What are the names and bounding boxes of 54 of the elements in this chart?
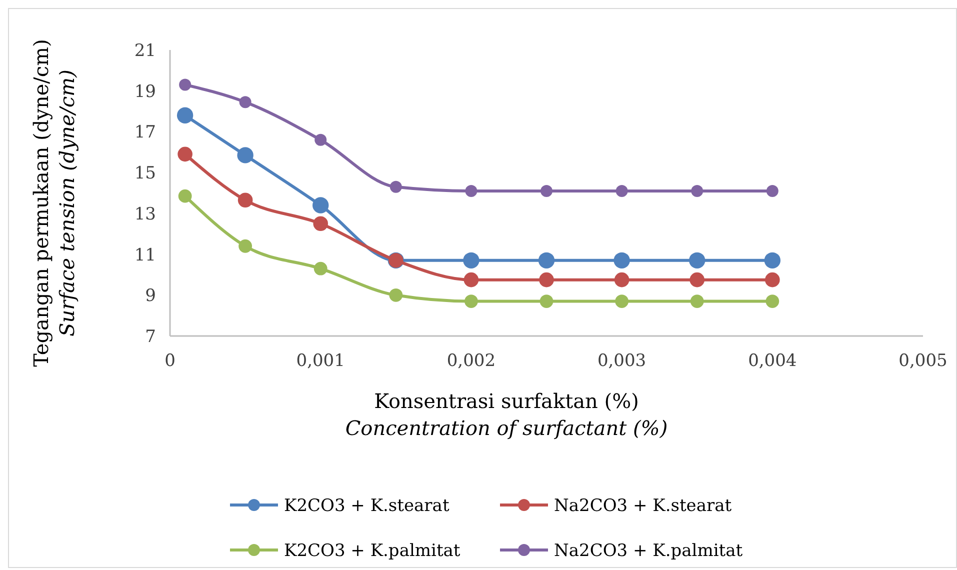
point [463, 252, 480, 269]
x-tick-label: 0,003 [597, 351, 646, 371]
y-tick-label: 11 [134, 245, 156, 266]
point [238, 192, 253, 208]
point [764, 252, 780, 269]
point [540, 294, 554, 308]
y-axis-title: Tegangan permukaan (dyne/cm) Surface tension (dyne/cm) [29, 39, 79, 367]
point [179, 78, 192, 91]
legend-label: Na2CO3 + K.stearat [554, 496, 732, 516]
x-tick-label: 0,005 [898, 351, 948, 371]
x-axis-title: Konsentrasi surfaktan (%) Concentration of surfactant (%) [345, 389, 668, 440]
point [389, 288, 403, 302]
point [690, 272, 704, 288]
point [765, 272, 780, 288]
y-tick-label: 7 [145, 327, 156, 347]
x-tick-label: 0 [164, 351, 176, 371]
point [176, 107, 194, 124]
y-tick-label: 21 [134, 41, 156, 61]
point [690, 294, 704, 308]
point [614, 272, 630, 288]
point [766, 184, 778, 197]
y-tick-label: 15 [134, 164, 156, 184]
x-tick-label: 0,002 [446, 351, 496, 371]
point [314, 134, 327, 146]
y-tick-label: 17 [134, 122, 156, 143]
legend-label: Na2CO3 + K.palmitat [554, 541, 743, 561]
x-tick-label: 0,001 [296, 351, 345, 371]
point [314, 262, 328, 276]
point [615, 294, 628, 308]
y-tick-label: 13 [134, 204, 156, 224]
point [538, 252, 555, 269]
point [464, 294, 478, 308]
legend-label: K2CO3 + K.palmitat [284, 541, 460, 561]
y-tick-label: 9 [145, 286, 156, 306]
point [238, 239, 252, 253]
legend-label: K2CO3 + K.stearat [284, 496, 450, 516]
point [614, 252, 630, 269]
point [539, 272, 554, 288]
point [178, 189, 192, 203]
point [465, 184, 478, 197]
point [313, 216, 328, 232]
x-tick-label: 0,004 [748, 351, 797, 371]
y-tick-label: 19 [134, 82, 156, 102]
point [239, 96, 252, 108]
point [691, 184, 704, 197]
point [178, 146, 192, 162]
point [390, 180, 402, 193]
point [616, 184, 628, 197]
point [766, 294, 780, 308]
point [237, 147, 254, 164]
point [464, 272, 479, 288]
point [540, 184, 552, 197]
point [689, 252, 706, 269]
point [312, 197, 329, 214]
